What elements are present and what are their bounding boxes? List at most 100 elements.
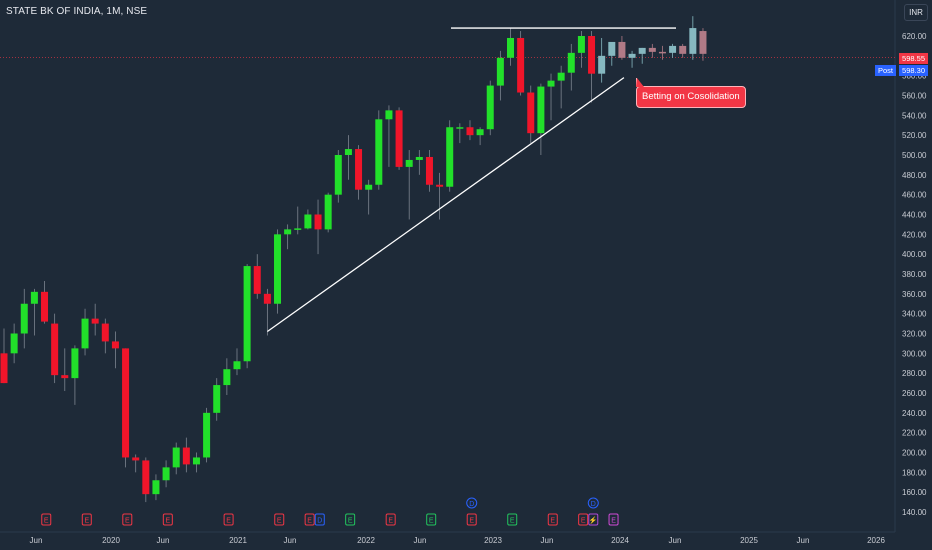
candle-body[interactable] [395, 110, 403, 167]
earnings-marker[interactable]: E [223, 513, 234, 526]
y-tick-label: 320.00 [902, 330, 927, 339]
annotation-callout[interactable]: Betting on Cosolidation [636, 78, 746, 108]
support-trendline[interactable] [267, 77, 625, 333]
candle-body[interactable] [61, 375, 69, 379]
earnings-marker[interactable]: E [162, 513, 173, 526]
y-tick-label: 340.00 [902, 310, 927, 319]
y-tick-label: 560.00 [902, 92, 927, 101]
candle-body[interactable] [223, 369, 231, 386]
candle-body[interactable] [669, 45, 677, 53]
candle-body[interactable] [537, 86, 545, 134]
candle-body[interactable] [132, 457, 140, 461]
earnings-marker[interactable]: E [122, 513, 133, 526]
candle-body[interactable] [233, 361, 241, 370]
candle-body[interactable] [324, 194, 332, 230]
candle-body[interactable] [648, 47, 656, 52]
candle-body[interactable] [263, 293, 271, 304]
candle-body[interactable] [243, 266, 251, 362]
candle-body[interactable] [20, 303, 28, 334]
candle-body[interactable] [304, 214, 312, 229]
svg-text:E: E [44, 518, 49, 525]
candle-body[interactable] [213, 385, 221, 413]
earnings-marker[interactable]: E [608, 513, 619, 526]
candle-body[interactable] [30, 291, 38, 304]
candle-body[interactable] [274, 234, 282, 304]
earnings-marker[interactable]: E [81, 513, 92, 526]
candle-body[interactable] [486, 85, 494, 130]
candle-body[interactable] [425, 156, 433, 185]
candle-body[interactable] [375, 119, 383, 185]
candle-body[interactable] [71, 348, 79, 379]
earnings-marker[interactable]: E [466, 513, 477, 526]
candle-body[interactable] [415, 156, 423, 160]
candle-body[interactable] [162, 467, 170, 481]
earnings-marker[interactable]: E [345, 513, 356, 526]
candle-body[interactable] [598, 55, 606, 74]
earnings-marker[interactable]: E [274, 513, 285, 526]
candle-body[interactable] [567, 52, 575, 73]
candle-body[interactable] [10, 333, 18, 354]
candle-body[interactable] [365, 184, 373, 190]
earnings-marker[interactable]: E [426, 513, 437, 526]
candle-body[interactable] [456, 127, 464, 129]
candle-body[interactable] [284, 229, 292, 235]
candle-body[interactable] [476, 129, 484, 136]
candle-body[interactable] [182, 447, 190, 465]
candle-body[interactable] [314, 214, 322, 230]
x-tick-label: 2022 [357, 536, 375, 545]
candle-body[interactable] [517, 37, 525, 93]
candle-body[interactable] [385, 110, 393, 120]
candle-body[interactable] [0, 353, 8, 384]
candle-body[interactable] [253, 266, 261, 294]
candle-body[interactable] [618, 41, 626, 58]
candle-body[interactable] [699, 31, 707, 54]
earnings-marker[interactable]: E [507, 513, 518, 526]
candle-body[interactable] [81, 318, 89, 349]
earnings-marker[interactable]: E [578, 513, 589, 526]
candle-body[interactable] [436, 184, 444, 187]
dividend-marker[interactable]: D [587, 497, 599, 509]
earnings-marker[interactable]: E [41, 513, 52, 526]
candle-body[interactable] [334, 155, 342, 195]
candle-body[interactable] [101, 323, 109, 342]
candle-body[interactable] [344, 149, 352, 155]
candle-body[interactable] [588, 36, 596, 74]
candle-body[interactable] [111, 341, 119, 349]
candle-body[interactable] [355, 149, 363, 190]
candle-body[interactable] [547, 80, 555, 87]
candle-body[interactable] [152, 480, 160, 495]
candle-body[interactable] [91, 318, 99, 324]
candle-body[interactable] [405, 159, 413, 167]
candle-body[interactable] [658, 51, 666, 54]
candle-body[interactable] [679, 45, 687, 54]
earnings-marker[interactable]: E [547, 513, 558, 526]
candle-body[interactable] [192, 457, 200, 465]
candle-body[interactable] [172, 447, 180, 468]
candle-body[interactable] [638, 47, 646, 54]
dividend-marker[interactable]: D [466, 497, 478, 509]
candle-body[interactable] [628, 53, 636, 58]
candle-body[interactable] [122, 348, 130, 458]
x-tick-label: Jun [157, 536, 170, 545]
candle-body[interactable] [466, 127, 474, 136]
candle-body[interactable] [496, 57, 504, 86]
candle-body[interactable] [142, 460, 150, 495]
candle-body[interactable] [608, 41, 616, 56]
candle-body[interactable] [507, 37, 514, 58]
earnings-marker[interactable]: E [304, 513, 315, 526]
earnings-marker[interactable]: E [385, 513, 396, 526]
candle-body[interactable] [557, 72, 565, 81]
earnings-marker[interactable]: ⚡ [588, 513, 599, 526]
candle-body[interactable] [51, 323, 59, 376]
candle-body[interactable] [294, 228, 302, 230]
candle-body[interactable] [577, 36, 585, 53]
y-tick-label: 180.00 [902, 468, 927, 477]
candle-body[interactable] [41, 291, 49, 322]
candle-body[interactable] [689, 28, 697, 54]
candle-body[interactable] [527, 92, 535, 134]
candle-body[interactable] [446, 127, 454, 187]
currency-button[interactable]: INR [904, 4, 928, 21]
earnings-marker[interactable]: D [314, 513, 325, 526]
candle-body[interactable] [203, 412, 211, 458]
